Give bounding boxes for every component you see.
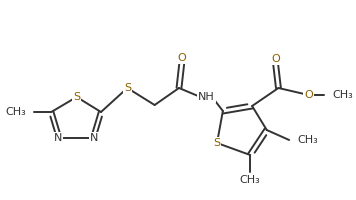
Text: S: S [73, 92, 80, 102]
Text: CH₃: CH₃ [5, 107, 26, 117]
Text: O: O [178, 53, 186, 63]
Text: O: O [304, 90, 313, 100]
Text: S: S [124, 83, 131, 93]
Text: NH: NH [198, 92, 215, 102]
Text: O: O [271, 54, 280, 64]
Text: CH₃: CH₃ [297, 135, 318, 145]
Text: S: S [214, 138, 221, 148]
Text: CH₃: CH₃ [332, 90, 353, 100]
Text: N: N [90, 133, 98, 143]
Text: CH₃: CH₃ [240, 175, 261, 185]
Text: N: N [54, 133, 62, 143]
